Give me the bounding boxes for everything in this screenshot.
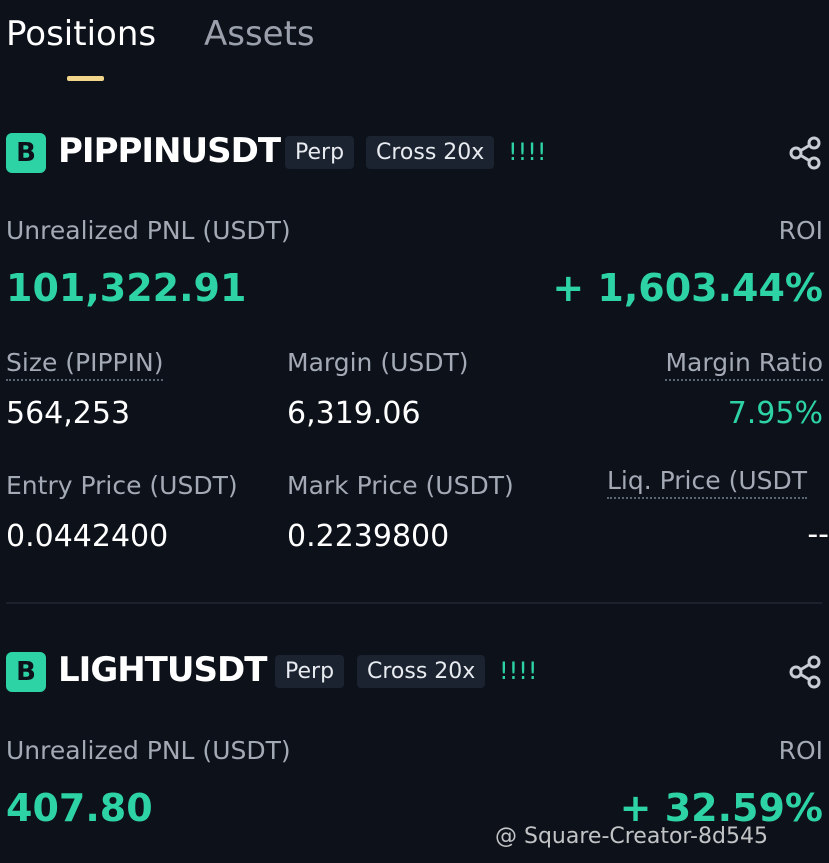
pnl-value: 101,322.91 — [6, 266, 247, 310]
tag: Perp — [275, 655, 345, 688]
share-icon[interactable] — [788, 655, 824, 689]
tag: Cross 20x — [357, 655, 486, 688]
roi-value: + 1,603.44% — [552, 266, 823, 310]
field-label: Margin Ratio — [665, 348, 823, 381]
badge: B — [6, 133, 46, 173]
tag: Perp — [285, 136, 355, 169]
watermark: @ Square-Creator-8d545 — [495, 824, 768, 849]
warning: !!!! — [499, 657, 538, 685]
field-label: Size (PIPPIN) — [6, 348, 164, 381]
warning: !!!! — [508, 138, 547, 166]
badge: B — [6, 652, 46, 692]
symbol[interactable]: PIPPINUSDT — [58, 131, 281, 171]
field-value: 0.2239800 — [287, 519, 450, 554]
tab-assets[interactable]: Assets — [204, 14, 315, 54]
field-label: Liq. Price (USDT — [607, 466, 808, 499]
field-value: -- — [807, 517, 829, 552]
tab-positions[interactable]: Positions — [6, 14, 157, 54]
roi-value: + 32.59% — [619, 786, 823, 830]
field-label: Entry Price (USDT) — [6, 471, 238, 500]
share-icon[interactable] — [788, 136, 824, 170]
field-value: 564,253 — [6, 396, 131, 431]
pnl-label: Unrealized PNL (USDT) — [6, 736, 291, 765]
field-value: 7.95% — [727, 396, 823, 431]
field-value: 0.0442400 — [6, 519, 169, 554]
pnl-label: Unrealized PNL (USDT) — [6, 216, 291, 245]
symbol[interactable]: LIGHTUSDT — [58, 650, 267, 690]
divider — [6, 602, 822, 604]
field-label: Margin (USDT) — [287, 348, 469, 377]
pnl-value: 407.80 — [6, 786, 153, 830]
roi-label: ROI — [778, 216, 823, 245]
field-label: Mark Price (USDT) — [287, 471, 514, 500]
tag: Cross 20x — [366, 136, 495, 169]
roi-label: ROI — [778, 736, 823, 765]
tab-indicator — [67, 76, 104, 81]
field-value: 6,319.06 — [287, 396, 421, 431]
